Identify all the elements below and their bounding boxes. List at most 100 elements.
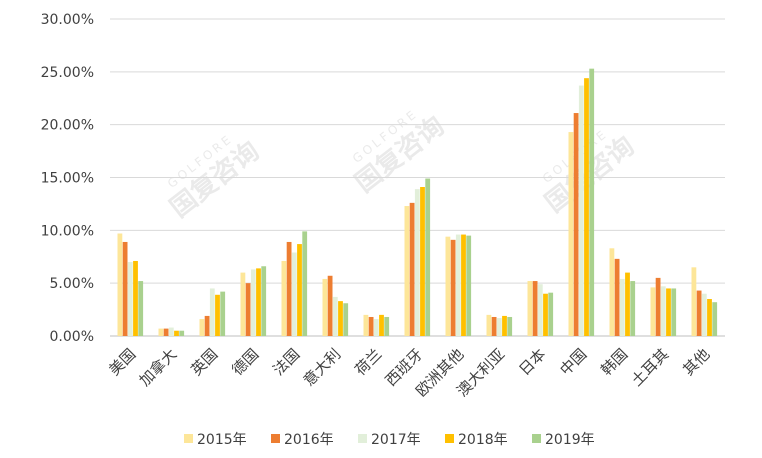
bar — [117, 233, 123, 336]
y-tick-label: 25.00% — [41, 65, 94, 81]
bar — [696, 290, 702, 336]
watermarks: GOLFORE国复咨询GOLFORE国复咨询GOLFORE国复咨询 — [164, 106, 640, 223]
bar — [707, 299, 712, 336]
bar — [338, 301, 343, 336]
legend-label: 2016年 — [284, 432, 334, 448]
bar — [250, 269, 256, 336]
y-tick-label: 10.00% — [41, 223, 94, 239]
bar — [543, 293, 548, 336]
legend-swatch — [184, 434, 193, 443]
legend-label: 2018年 — [458, 432, 508, 448]
bar — [609, 248, 615, 336]
bar — [220, 291, 226, 336]
bar — [363, 314, 369, 336]
y-tick-label: 0.00% — [50, 329, 94, 345]
bar — [384, 316, 390, 336]
bar — [584, 78, 589, 336]
bar — [527, 281, 533, 336]
bar — [466, 235, 472, 336]
bar — [322, 278, 328, 336]
bar — [291, 252, 297, 336]
y-tick-label: 5.00% — [50, 276, 94, 292]
bar — [179, 330, 185, 336]
bar — [204, 315, 210, 336]
bar — [712, 302, 718, 336]
bar — [691, 267, 697, 336]
bar — [655, 277, 661, 336]
legend-label: 2015年 — [197, 432, 247, 448]
y-axis: 0.00% 5.00% 10.00% 15.00% 20.00% 25.00% 30.00% — [41, 12, 94, 345]
bar — [174, 330, 179, 336]
bar — [332, 296, 338, 336]
legend-label: 2017年 — [371, 432, 421, 448]
x-category-label: 荷兰 — [351, 345, 385, 379]
bar — [630, 281, 636, 336]
bar — [209, 288, 215, 336]
bar — [568, 132, 574, 336]
bar — [343, 303, 349, 336]
x-category-label: 法国 — [269, 345, 303, 379]
legend-swatch — [271, 434, 280, 443]
legend-swatch — [358, 434, 367, 443]
bar — [614, 258, 620, 336]
bar — [373, 319, 379, 336]
x-category-label: 其他 — [679, 345, 713, 379]
bar — [445, 236, 451, 336]
x-category-label: 日本 — [515, 345, 549, 379]
bar — [133, 260, 138, 336]
bar — [404, 206, 410, 336]
bar — [573, 113, 579, 336]
bar — [507, 316, 513, 336]
bar — [297, 244, 302, 336]
bar — [486, 314, 492, 336]
bar — [327, 275, 333, 336]
x-category-label: 德国 — [228, 345, 262, 379]
legend-swatch — [532, 434, 541, 443]
bar — [502, 315, 507, 336]
bar — [245, 283, 251, 336]
bar — [168, 327, 174, 336]
bar — [450, 239, 456, 336]
bar — [215, 294, 220, 336]
bar — [158, 328, 164, 336]
bar — [368, 316, 374, 336]
y-tick-label: 20.00% — [41, 118, 94, 134]
bar — [425, 178, 431, 336]
bar — [199, 319, 205, 336]
bar — [548, 292, 554, 336]
bar — [127, 262, 133, 336]
bar — [420, 187, 425, 336]
x-category-label: 中国 — [556, 345, 590, 379]
bar — [163, 328, 169, 336]
x-category-label: 加拿大 — [136, 345, 181, 390]
bar — [281, 260, 287, 336]
bar — [532, 281, 538, 336]
bar — [537, 284, 543, 336]
bar — [666, 288, 671, 336]
bar — [701, 293, 707, 336]
x-category-label: 美国 — [105, 345, 139, 379]
legend: 2015年 2016年 2017年 2018年 2019年 — [184, 432, 595, 448]
bar — [302, 231, 308, 336]
bar — [122, 241, 128, 336]
y-tick-label: 30.00% — [41, 12, 94, 28]
y-tick-label: 15.00% — [41, 171, 94, 187]
bar — [414, 189, 420, 336]
x-category-label: 韩国 — [597, 345, 631, 379]
bar — [409, 202, 415, 336]
legend-label: 2019年 — [545, 432, 595, 448]
bar — [671, 288, 677, 336]
x-category-label: 土耳其 — [628, 345, 673, 390]
bar — [138, 281, 144, 336]
bar — [461, 234, 466, 336]
bar — [491, 316, 497, 336]
bar — [286, 241, 292, 336]
legend-swatch — [445, 434, 454, 443]
x-category-label: 意大利 — [300, 345, 345, 390]
bar — [589, 68, 595, 336]
bar — [578, 85, 584, 336]
